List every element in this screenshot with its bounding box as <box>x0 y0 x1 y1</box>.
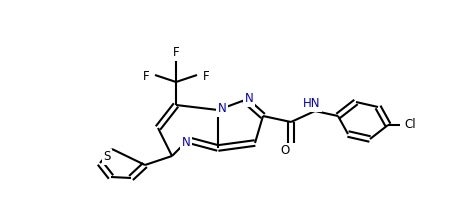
Text: Cl: Cl <box>404 119 416 131</box>
Text: O: O <box>280 145 290 157</box>
Text: N: N <box>218 102 226 116</box>
Text: S: S <box>103 150 111 164</box>
Text: F: F <box>203 70 209 82</box>
Text: HN: HN <box>303 97 321 111</box>
Text: N: N <box>244 92 253 106</box>
Text: N: N <box>182 136 190 150</box>
Text: F: F <box>173 46 179 60</box>
Text: F: F <box>143 70 149 82</box>
